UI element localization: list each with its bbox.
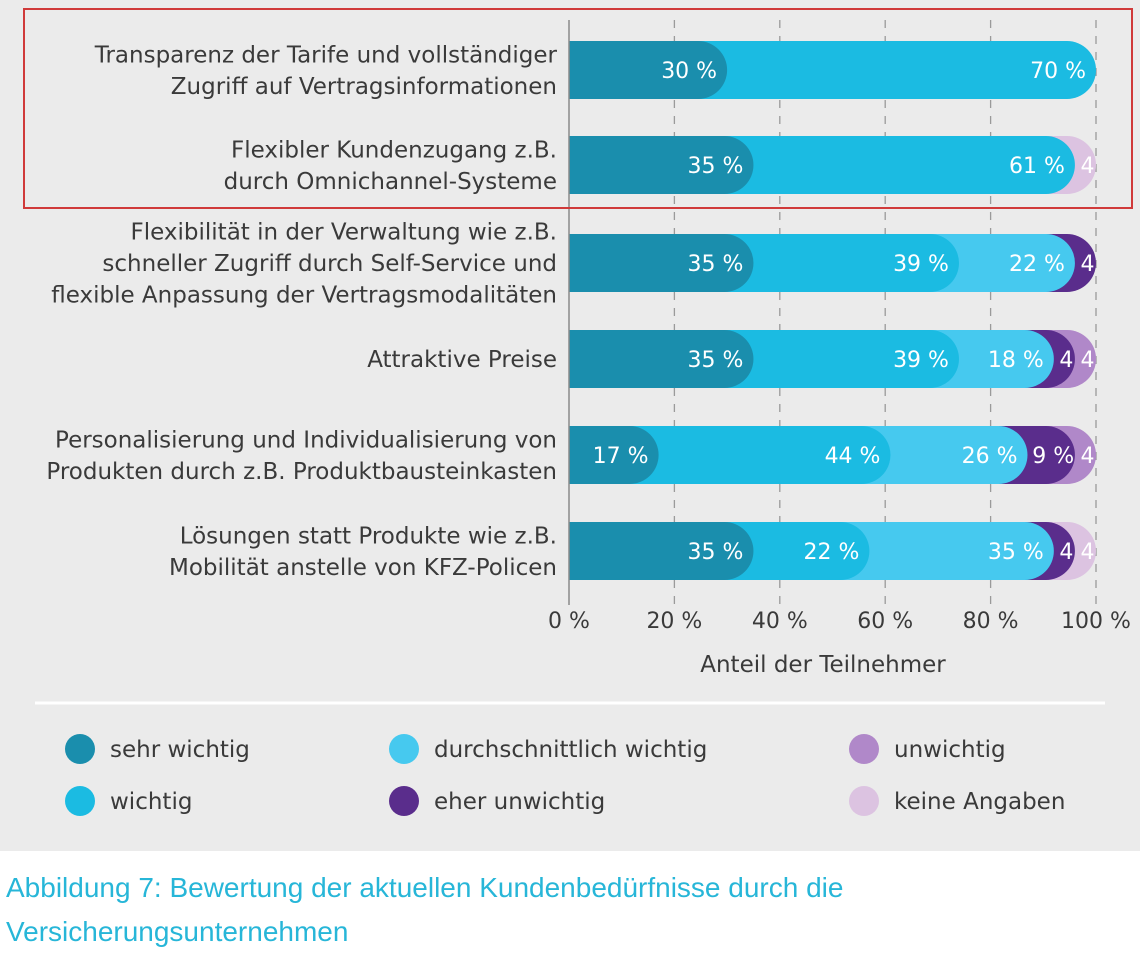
bar-segment [569,234,754,292]
value-label: 4 [1080,444,1094,469]
x-tick-label: 20 % [646,609,702,634]
legend-swatch [849,786,879,816]
x-tick-label: 60 % [857,609,913,634]
category-label: Attraktive Preise [367,347,557,373]
value-label: 4 [1080,154,1094,179]
highlight-box [23,8,1133,209]
category-label: Personalisierung und Individualisierung … [55,427,557,453]
legend-label: wichtig [110,789,192,815]
value-label: 35 % [688,252,744,277]
category-label: Transparenz der Tarife und vollständiger [94,42,558,68]
value-label: 35 % [688,348,744,373]
bar-segment [569,426,659,484]
value-label: 22 % [1009,252,1065,277]
category-label: Mobilität anstelle von KFZ-Policen [169,555,557,581]
category-label: Flexibler Kundenzugang z.B. [231,137,557,163]
x-tick-label: 0 % [548,609,590,634]
category-label: Lösungen statt Produkte wie z.B. [180,523,557,549]
value-label: 70 % [1030,59,1086,84]
legend-swatch [65,734,95,764]
value-label: 4 [1080,348,1094,373]
bar-segment [569,136,754,194]
stacked-bar-chart: Transparenz der Tarife und vollständiger… [23,8,1133,816]
value-label: 18 % [988,348,1044,373]
value-label: 35 % [688,154,744,179]
figure-caption: Abbildung 7: Bewertung der aktuellen Kun… [6,872,844,947]
category-label: Zugriff auf Vertragsinformationen [171,74,557,100]
legend-item: eher unwichtig [389,786,605,816]
legend-label: eher unwichtig [434,789,605,815]
value-label: 4 [1059,348,1073,373]
legend-item: keine Angaben [849,786,1065,816]
value-label: 4 [1080,252,1094,277]
legend-label: unwichtig [894,737,1006,763]
value-label: 39 % [893,252,949,277]
x-tick-label: 40 % [752,609,808,634]
value-label: 39 % [893,348,949,373]
legend-label: keine Angaben [894,789,1065,815]
category-label: schneller Zugriff durch Self-Service und [102,251,557,277]
value-label: 17 % [593,444,649,469]
bar-segment [569,330,754,388]
legend-swatch [65,786,95,816]
legend-item: sehr wichtig [65,734,250,764]
legend-swatch [389,786,419,816]
category-label: Produkten durch z.B. Produktbausteinkast… [46,459,557,485]
bar-segment [569,41,728,99]
legend-swatch [849,734,879,764]
legend-label: durchschnittlich wichtig [434,737,707,763]
value-label: 35 % [988,540,1044,565]
value-label: 26 % [962,444,1018,469]
category-label: Flexibilität in der Verwaltung wie z.B. [131,220,557,246]
bar-segment [569,522,754,580]
legend-label: sehr wichtig [110,737,250,763]
value-label: 9 % [1032,444,1074,469]
category-label: durch Omnichannel-Systeme [224,169,557,195]
value-label: 61 % [1009,154,1065,179]
value-label: 22 % [803,540,859,565]
legend-item: unwichtig [849,734,1006,764]
value-label: 44 % [825,444,881,469]
value-label: 30 % [661,59,717,84]
legend-item: durchschnittlich wichtig [389,734,707,764]
legend-item: wichtig [65,786,192,816]
legend-swatch [389,734,419,764]
value-label: 4 [1080,540,1094,565]
value-label: 4 [1059,540,1073,565]
value-label: 35 % [688,540,744,565]
x-axis-label: Anteil der Teilnehmer [700,652,946,678]
category-label: flexible Anpassung der Vertragsmodalität… [51,283,557,309]
x-tick-label: 100 % [1061,609,1131,634]
x-tick-label: 80 % [963,609,1019,634]
